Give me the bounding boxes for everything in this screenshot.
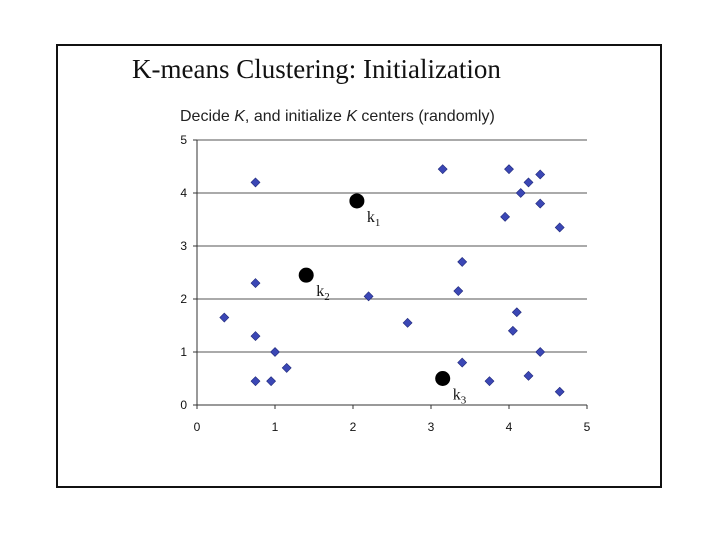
cluster-center-marker — [435, 371, 451, 386]
y-tick-label: 2 — [180, 292, 187, 306]
data-point-diamond — [504, 164, 514, 175]
x-tick-label: 5 — [584, 420, 591, 434]
data-point-diamond — [523, 370, 534, 381]
tick-labels: 0 1 2 3 4 5 0 1 2 3 4 5 — [180, 133, 590, 434]
slide-frame: K-means Clustering: Initialization — [56, 44, 662, 488]
data-point-diamond — [281, 362, 292, 373]
x-tick-label: 4 — [506, 420, 513, 434]
data-point-diamond — [219, 312, 230, 323]
subtitle-part: centers (randomly) — [357, 108, 495, 125]
axes — [193, 139, 588, 409]
data-point-diamond — [500, 211, 511, 222]
data-point-diamond — [523, 177, 534, 188]
data-point-diamond — [402, 317, 413, 328]
cluster-center-marker — [349, 193, 365, 209]
data-point-diamond — [535, 198, 546, 209]
y-tick-label: 3 — [180, 239, 187, 253]
data-point-diamond — [270, 347, 280, 357]
data-point-diamond — [554, 386, 565, 397]
data-point-diamond — [515, 188, 526, 198]
data-point-diamond — [453, 286, 464, 296]
data-point-diamond — [484, 376, 495, 387]
cluster-centers: k1 k2 k3 — [298, 193, 467, 407]
x-tick-label: 0 — [194, 420, 201, 434]
y-tick-label: 0 — [180, 398, 187, 412]
x-tick-label: 1 — [272, 420, 279, 434]
grid-lines — [197, 139, 587, 353]
data-point-diamond — [457, 256, 468, 267]
cluster-center-label: k1 — [367, 209, 381, 229]
data-point-diamond — [535, 169, 546, 180]
x-tick-label: 2 — [350, 420, 357, 434]
data-point-diamond — [535, 347, 546, 357]
y-tick-label: 4 — [180, 186, 187, 200]
data-point-diamond — [250, 278, 261, 289]
data-point-diamond — [266, 376, 277, 387]
chart-subtitle: Decide K, and initialize K centers (rand… — [180, 108, 495, 125]
cluster-center-label: k3 — [453, 387, 467, 407]
data-point-diamond — [437, 164, 448, 175]
y-tick-label: 5 — [180, 133, 187, 147]
data-point-diamond — [457, 357, 468, 368]
data-points — [219, 164, 565, 397]
data-point-diamond — [554, 222, 565, 233]
slide-title: K-means Clustering: Initialization — [132, 54, 501, 84]
data-point-diamond — [250, 177, 261, 188]
cluster-center-label: k2 — [316, 283, 330, 303]
x-tick-label: 3 — [428, 420, 435, 434]
data-point-diamond — [511, 307, 522, 318]
data-point-diamond — [250, 331, 261, 342]
cluster-center-marker — [298, 267, 314, 283]
y-tick-label: 1 — [180, 345, 187, 359]
subtitle-part: , and initialize — [245, 108, 346, 125]
subtitle-k-variable: K — [346, 108, 358, 125]
data-point-diamond — [250, 376, 261, 387]
data-point-diamond — [507, 325, 518, 336]
data-point-diamond — [363, 291, 374, 302]
subtitle-k-variable: K — [234, 108, 246, 125]
subtitle-part: Decide — [180, 108, 234, 125]
